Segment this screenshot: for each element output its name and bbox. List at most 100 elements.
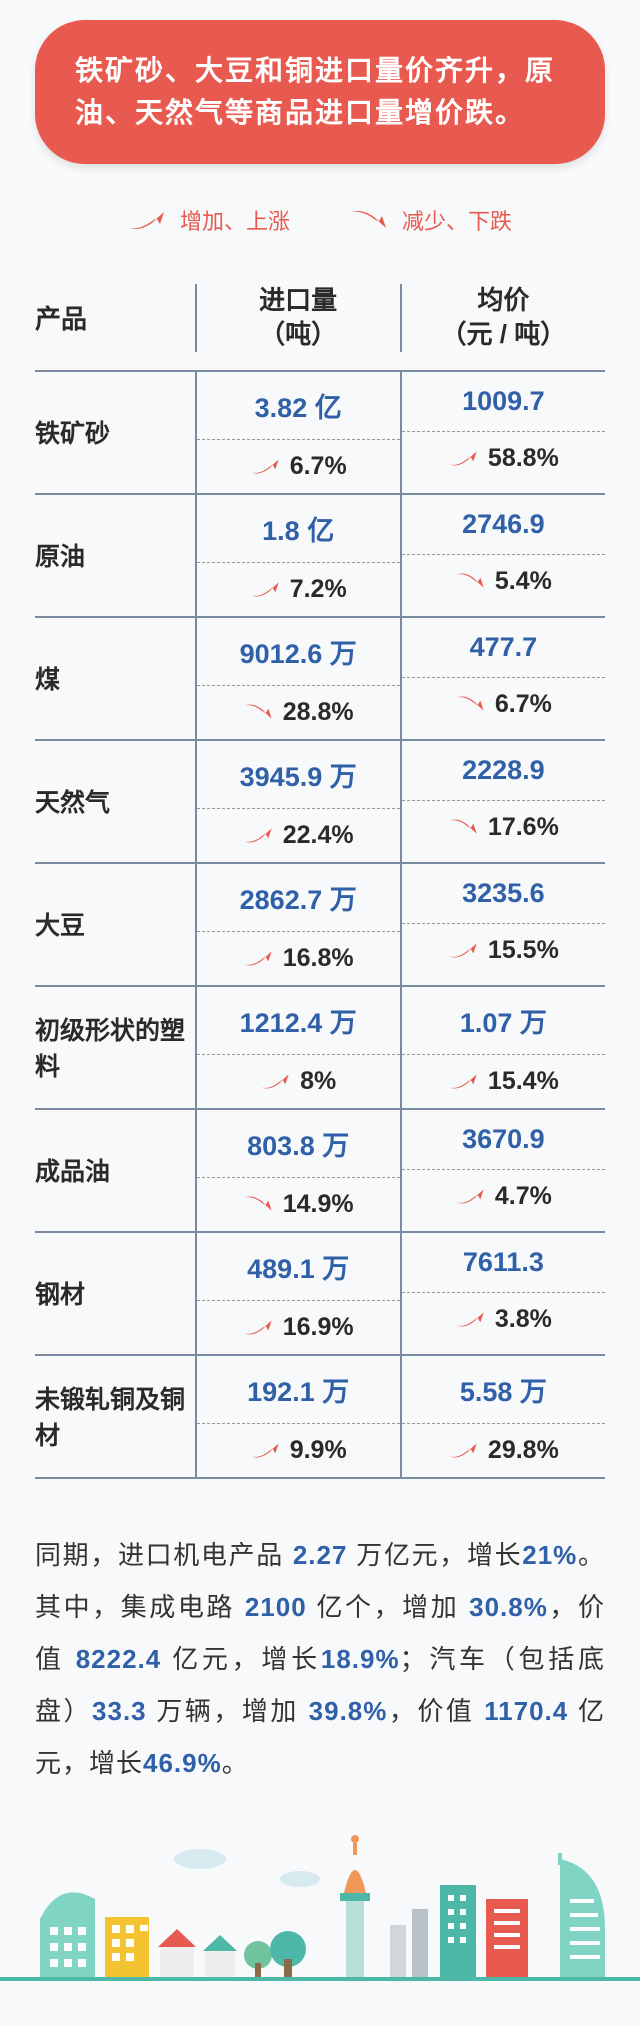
price-value: 5.58 万 bbox=[402, 1356, 605, 1424]
arrow-up-icon bbox=[243, 948, 277, 968]
body-text: 万辆，增加 bbox=[147, 1696, 309, 1726]
volume-cell: 9012.6 万28.8% bbox=[195, 618, 400, 739]
volume-change: 7.2% bbox=[197, 563, 400, 616]
volume-cell: 192.1 万9.9% bbox=[195, 1356, 400, 1477]
arrow-up-icon bbox=[128, 208, 168, 232]
volume-change: 9.9% bbox=[197, 1424, 400, 1477]
price-value: 2746.9 bbox=[402, 495, 605, 555]
volume-change: 8% bbox=[197, 1055, 400, 1108]
stat-number: 33.3 bbox=[92, 1696, 147, 1726]
arrow-up-icon bbox=[260, 1071, 294, 1091]
price-value: 1009.7 bbox=[402, 372, 605, 432]
price-value: 1.07 万 bbox=[402, 987, 605, 1055]
stat-number: 1170.4 bbox=[484, 1696, 568, 1726]
volume-value: 2862.7 万 bbox=[197, 864, 400, 932]
volume-cell: 803.8 万14.9% bbox=[195, 1110, 400, 1231]
volume-value: 1212.4 万 bbox=[197, 987, 400, 1055]
arrow-down-icon bbox=[243, 702, 277, 722]
legend-down: 减少、下跌 bbox=[350, 204, 512, 236]
price-cell: 1009.758.8% bbox=[400, 372, 605, 493]
col-product-header: 产品 bbox=[35, 284, 195, 352]
stat-number: 30.8% bbox=[469, 1592, 548, 1622]
arrow-up-icon bbox=[243, 825, 277, 845]
price-value: 3670.9 bbox=[402, 1110, 605, 1170]
price-value: 7611.3 bbox=[402, 1233, 605, 1293]
volume-cell: 1212.4 万8% bbox=[195, 987, 400, 1108]
body-text: 同期，进口机电产品 bbox=[35, 1540, 293, 1570]
price-change: 6.7% bbox=[402, 678, 605, 731]
volume-value: 1.8 亿 bbox=[197, 495, 400, 563]
stat-number: 21% bbox=[522, 1540, 577, 1570]
body-text: 亿个，增加 bbox=[307, 1592, 469, 1622]
city-illustration bbox=[0, 1829, 640, 1989]
stat-number: 18.9% bbox=[321, 1644, 400, 1674]
arrow-down-icon bbox=[455, 694, 489, 714]
arrow-up-icon bbox=[250, 456, 284, 476]
col-volume-header: 进口量 （吨） bbox=[195, 284, 400, 352]
volume-value: 803.8 万 bbox=[197, 1110, 400, 1178]
volume-change: 14.9% bbox=[197, 1178, 400, 1231]
price-change: 5.4% bbox=[402, 555, 605, 608]
volume-change: 28.8% bbox=[197, 686, 400, 739]
table-row: 铁矿砂3.82 亿6.7%1009.758.8% bbox=[35, 372, 605, 495]
stat-number: 39.8% bbox=[309, 1696, 388, 1726]
body-text: ，价值 bbox=[387, 1696, 484, 1726]
body-text: 。 bbox=[222, 1748, 249, 1778]
product-name: 原油 bbox=[35, 495, 195, 616]
header-text: 铁矿砂、大豆和铜进口量价齐升，原油、天然气等商品进口量增价跌。 bbox=[75, 55, 555, 128]
product-name: 钢材 bbox=[35, 1233, 195, 1354]
import-table: 产品 进口量 （吨） 均价 （元 / 吨） 铁矿砂3.82 亿6.7%1009.… bbox=[35, 266, 605, 1479]
arrow-up-icon bbox=[455, 1186, 489, 1206]
price-value: 477.7 bbox=[402, 618, 605, 678]
price-change: 58.8% bbox=[402, 432, 605, 485]
price-cell: 1.07 万15.4% bbox=[400, 987, 605, 1108]
arrow-down-icon bbox=[243, 1194, 277, 1214]
header-callout: 铁矿砂、大豆和铜进口量价齐升，原油、天然气等商品进口量增价跌。 bbox=[35, 20, 605, 164]
price-change: 3.8% bbox=[402, 1293, 605, 1346]
product-name: 未锻轧铜及铜材 bbox=[35, 1356, 195, 1477]
table-row: 成品油803.8 万14.9%3670.94.7% bbox=[35, 1110, 605, 1233]
legend-up: 增加、上涨 bbox=[128, 204, 290, 236]
volume-value: 489.1 万 bbox=[197, 1233, 400, 1301]
stat-number: 2.27 bbox=[293, 1540, 348, 1570]
table-row: 大豆2862.7 万16.8%3235.615.5% bbox=[35, 864, 605, 987]
product-name: 初级形状的塑料 bbox=[35, 987, 195, 1108]
volume-change: 16.9% bbox=[197, 1301, 400, 1354]
col-price-header: 均价 （元 / 吨） bbox=[400, 284, 605, 352]
product-name: 成品油 bbox=[35, 1110, 195, 1231]
stat-number: 8222.4 bbox=[76, 1644, 162, 1674]
price-value: 2228.9 bbox=[402, 741, 605, 801]
product-name: 大豆 bbox=[35, 864, 195, 985]
table-row: 原油1.8 亿7.2%2746.95.4% bbox=[35, 495, 605, 618]
product-name: 煤 bbox=[35, 618, 195, 739]
table-header: 产品 进口量 （吨） 均价 （元 / 吨） bbox=[35, 266, 605, 372]
volume-cell: 3.82 亿6.7% bbox=[195, 372, 400, 493]
arrow-up-icon bbox=[448, 1440, 482, 1460]
arrow-up-icon bbox=[448, 448, 482, 468]
volume-cell: 1.8 亿7.2% bbox=[195, 495, 400, 616]
volume-change: 22.4% bbox=[197, 809, 400, 862]
price-cell: 2746.95.4% bbox=[400, 495, 605, 616]
body-text: 万亿元，增长 bbox=[347, 1540, 522, 1570]
volume-value: 3.82 亿 bbox=[197, 372, 400, 440]
volume-value: 192.1 万 bbox=[197, 1356, 400, 1424]
table-row: 未锻轧铜及铜材192.1 万9.9%5.58 万29.8% bbox=[35, 1356, 605, 1479]
table-row: 钢材489.1 万16.9%7611.33.8% bbox=[35, 1233, 605, 1356]
price-cell: 2228.917.6% bbox=[400, 741, 605, 862]
volume-change: 6.7% bbox=[197, 440, 400, 493]
price-cell: 3235.615.5% bbox=[400, 864, 605, 985]
table-row: 初级形状的塑料1212.4 万8%1.07 万15.4% bbox=[35, 987, 605, 1110]
volume-cell: 3945.9 万22.4% bbox=[195, 741, 400, 862]
price-change: 17.6% bbox=[402, 801, 605, 854]
price-change: 15.4% bbox=[402, 1055, 605, 1108]
stat-number: 2100 bbox=[245, 1592, 307, 1622]
arrow-up-icon bbox=[250, 579, 284, 599]
volume-change: 16.8% bbox=[197, 932, 400, 985]
arrow-down-icon bbox=[448, 817, 482, 837]
product-name: 铁矿砂 bbox=[35, 372, 195, 493]
legend-up-label: 增加、上涨 bbox=[180, 204, 290, 236]
arrow-up-icon bbox=[455, 1309, 489, 1329]
volume-value: 3945.9 万 bbox=[197, 741, 400, 809]
price-cell: 7611.33.8% bbox=[400, 1233, 605, 1354]
price-cell: 3670.94.7% bbox=[400, 1110, 605, 1231]
